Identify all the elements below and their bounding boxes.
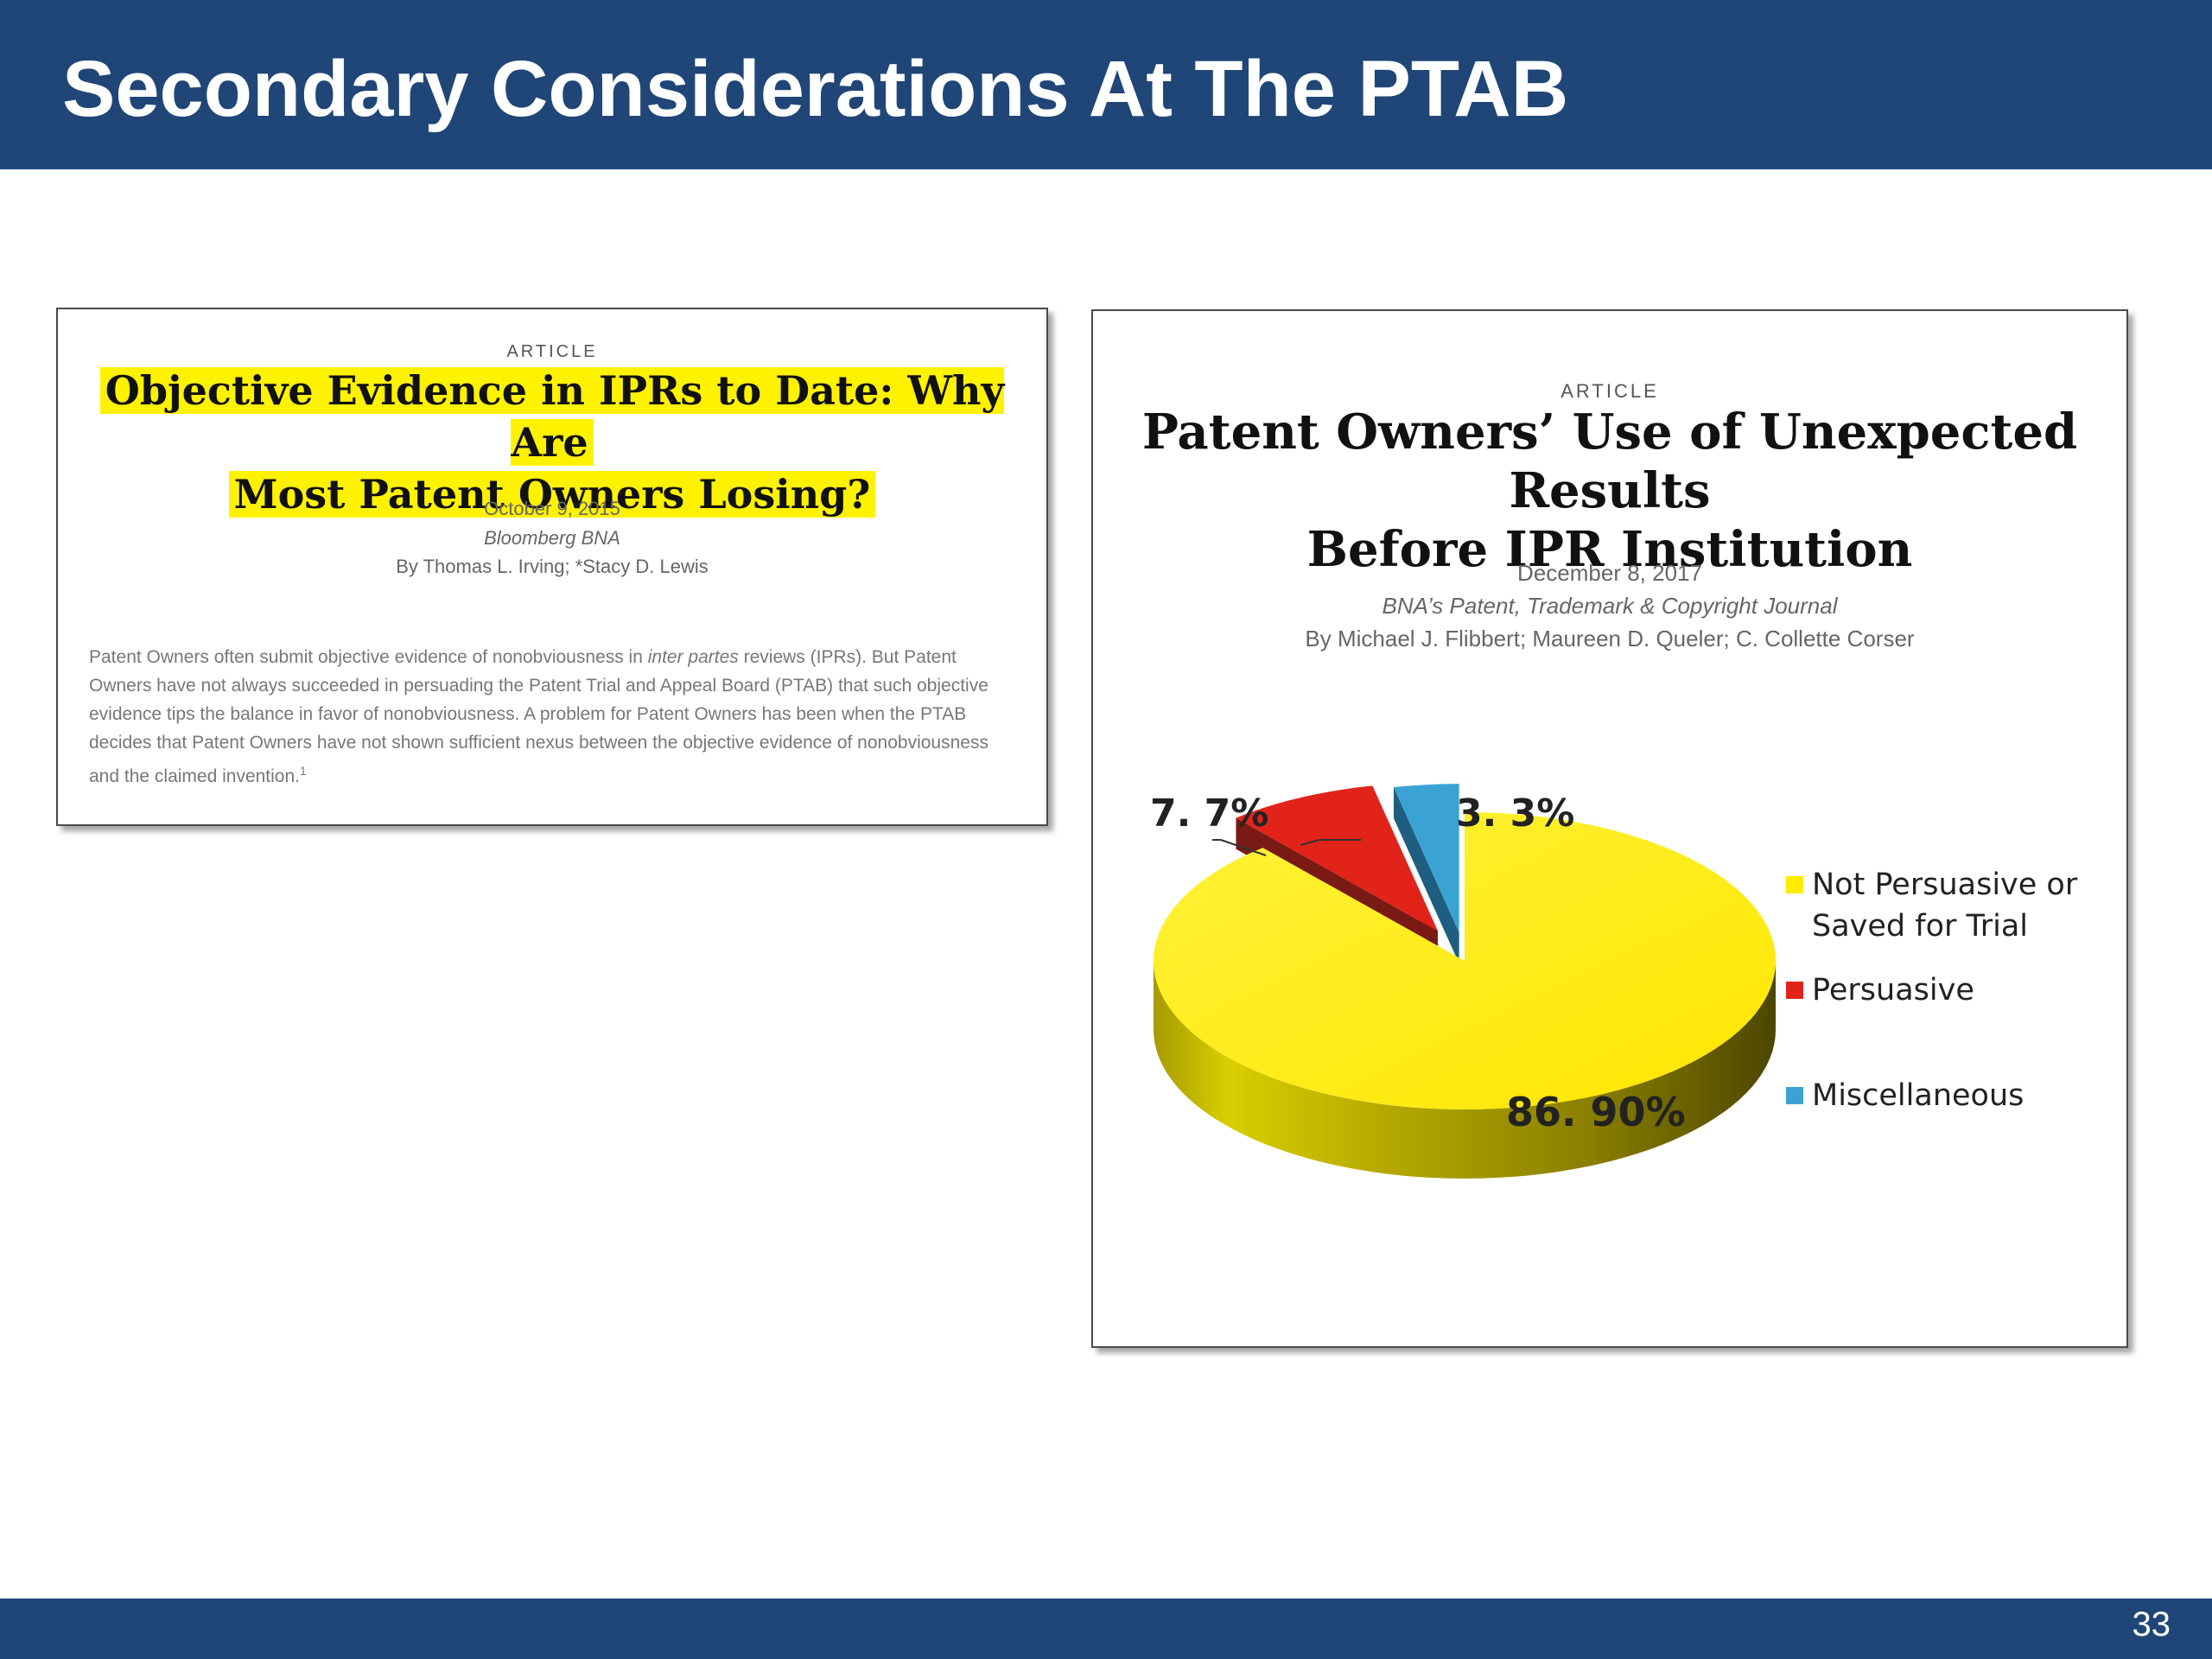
legend-item-not-persuasive: Not Persuasive or Saved for Trial bbox=[1786, 864, 2077, 947]
article-card-1: ARTICLE Objective Evidence in IPRs to Da… bbox=[56, 308, 1048, 826]
article-publication: BNA’s Patent, Trademark & Copyright Jour… bbox=[1382, 593, 1838, 619]
header-bar: Secondary Considerations At The PTAB bbox=[0, 0, 2212, 169]
pie-slice-side bbox=[1154, 961, 1776, 1179]
article-date: October 9, 2015 bbox=[484, 498, 620, 519]
leader-line-persuasive-slant bbox=[1220, 839, 1267, 856]
slice-label-not-persuasive: 86. 90% bbox=[1506, 1089, 1686, 1135]
slide-title: Secondary Considerations At The PTAB bbox=[62, 45, 1569, 133]
pie-chart bbox=[1154, 784, 1776, 1179]
article-title: Objective Evidence in IPRs to Date: Why … bbox=[58, 365, 1046, 520]
pie-slice-not-persuasive bbox=[1154, 812, 1776, 1109]
article-kicker: ARTICLE bbox=[1560, 380, 1659, 402]
article-publication: Bloomberg BNA bbox=[484, 527, 620, 549]
article-title-line-1: Objective Evidence in IPRs to Date: Why … bbox=[99, 367, 1005, 466]
footer-bar: 33 bbox=[0, 1599, 2212, 1659]
article-title-line-2: Most Patent Owners Losing? bbox=[228, 471, 876, 518]
slice-label-persuasive: 7. 7% bbox=[1150, 791, 1269, 836]
article-title-line-2: Before IPR Institution bbox=[1306, 521, 1913, 578]
article-date: December 8, 2017 bbox=[1517, 560, 1702, 586]
leader-line-misc-slant bbox=[1300, 839, 1320, 846]
pie-slice-miscellaneous bbox=[1393, 784, 1459, 933]
article-title: Patent Owners’ Use of Unexpected Results… bbox=[1093, 403, 2126, 579]
pie-slice-persuasive bbox=[1236, 785, 1438, 931]
footnote-marker: 1 bbox=[300, 764, 307, 778]
article-authors: By Thomas L. Irving; *Stacy D. Lewis bbox=[396, 556, 709, 577]
legend-swatch bbox=[1786, 982, 1803, 999]
page-number: 33 bbox=[2132, 1605, 2171, 1643]
article-title-line-1: Patent Owners’ Use of Unexpected Results bbox=[1141, 404, 2078, 519]
article-abstract: Patent Owners often submit objective evi… bbox=[89, 647, 988, 786]
legend-swatch bbox=[1786, 1087, 1803, 1104]
slice-label-miscellaneous: 3. 3% bbox=[1456, 791, 1575, 836]
article-kicker: ARTICLE bbox=[506, 342, 598, 361]
pie-slice-cut-face bbox=[1393, 787, 1459, 964]
legend-item-miscellaneous: Miscellaneous bbox=[1786, 1075, 2024, 1116]
article-authors: By Michael J. Flibbert; Maureen D. Quele… bbox=[1305, 626, 1915, 652]
legend-swatch bbox=[1786, 876, 1803, 893]
article-card-2: ARTICLE Patent Owners’ Use of Unexpected… bbox=[1091, 309, 2128, 1348]
legend-item-persuasive: Persuasive bbox=[1786, 969, 1974, 1011]
